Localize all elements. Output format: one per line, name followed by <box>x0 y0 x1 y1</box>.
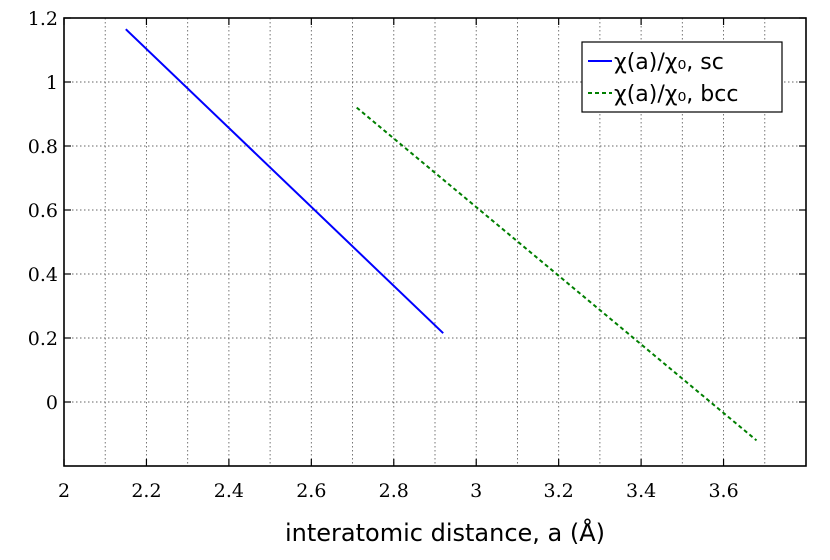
series-line-0 <box>125 28 444 334</box>
x-tick-label: 3.2 <box>544 480 574 502</box>
y-tick-label: 1 <box>46 72 58 94</box>
x-axis-label: interatomic distance, a (Å) <box>285 518 605 547</box>
x-tick-label: 2 <box>58 480 70 502</box>
legend-label-0: χ(a)/χ₀, sc <box>614 50 724 75</box>
y-tick-label: 0.6 <box>28 200 58 222</box>
legend-label-1: χ(a)/χ₀, bcc <box>614 82 738 107</box>
x-tick-label: 3 <box>470 480 482 502</box>
y-tick-label: 1.2 <box>28 8 58 30</box>
plot-frame <box>63 17 807 467</box>
y-tick-labels: 0 0.2 0.4 0.6 0.8 1 1.2 <box>28 8 58 414</box>
x-tick-label: 2.4 <box>214 480 244 502</box>
x-tick-label: 3.4 <box>626 480 656 502</box>
y-tick-label: 0.4 <box>28 264 58 286</box>
grid <box>64 17 806 466</box>
ticks <box>63 17 806 466</box>
x-tick-label: 2.2 <box>131 480 161 502</box>
series-line-1 <box>356 106 758 442</box>
x-tick-label: 2.6 <box>296 480 326 502</box>
y-tick-label: 0.2 <box>28 328 58 350</box>
legend: χ(a)/χ₀, sc χ(a)/χ₀, bcc <box>581 41 783 113</box>
x-tick-labels: 2 2.2 2.4 2.6 2.8 3 3.2 3.4 3.6 <box>58 480 739 502</box>
x-tick-label: 3.6 <box>708 480 738 502</box>
x-tick-label: 2.8 <box>379 480 409 502</box>
y-tick-label: 0 <box>46 392 58 414</box>
legend-box <box>581 41 783 113</box>
y-tick-label: 0.8 <box>28 136 58 158</box>
series-layer <box>125 28 758 442</box>
